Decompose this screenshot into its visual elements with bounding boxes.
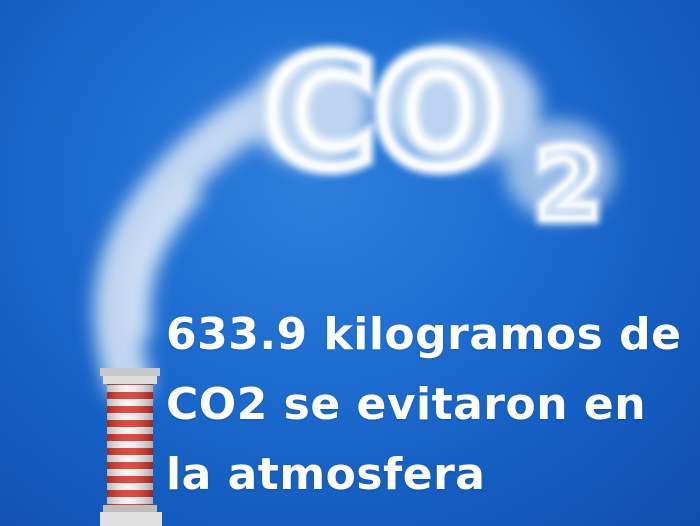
caption-line-1: 633.9 kilogramos de xyxy=(166,309,682,360)
caption-line-3: la atmosfera xyxy=(166,449,486,500)
caption-line-2: CO2 se evitaron en xyxy=(166,379,647,430)
chimney-icon xyxy=(100,368,162,526)
svg-text:2: 2 xyxy=(535,129,602,241)
svg-text:CO: CO xyxy=(265,27,503,201)
smoke-cloud-icon xyxy=(94,45,615,403)
co2-savings-caption: 633.9 kilogramos de CO2 se evitaron en l… xyxy=(166,300,696,510)
svg-text:2: 2 xyxy=(535,129,602,241)
svg-text:CO: CO xyxy=(265,27,503,201)
co2-smoke-letters: CO CO 2 2 xyxy=(257,19,608,247)
